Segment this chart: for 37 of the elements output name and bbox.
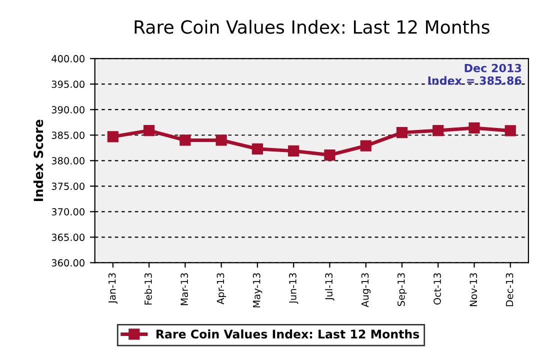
x-tick-label: Jul-13	[325, 273, 334, 301]
x-tick-label: Apr-13	[216, 273, 226, 304]
point	[107, 131, 118, 142]
y-tick-label: 385.00	[52, 132, 84, 139]
y-tick-label: 380.00	[52, 157, 84, 164]
y-tick-label: 375.00	[52, 182, 84, 190]
x-tick-label: Jan-13	[108, 273, 118, 304]
y-tick-label: 400.00	[52, 55, 84, 62]
point	[324, 149, 336, 161]
y-tick-label: 395.00	[52, 80, 84, 88]
x-tick-label: Mar-13	[180, 273, 188, 306]
point	[468, 122, 480, 134]
point	[216, 134, 227, 146]
x-tick-label: Jun-13	[289, 273, 298, 304]
y-tick-label: 360.00	[52, 259, 84, 267]
legend-label: Rare Coin Values Index: Last 12 Months	[156, 329, 420, 339]
y-tick-label: 390.00	[52, 106, 84, 114]
point	[396, 127, 408, 138]
point	[504, 125, 516, 136]
y-axis-title: Index Score	[33, 120, 44, 202]
y-tick-label: 365.00	[52, 234, 84, 242]
x-tick-label: Feb-13	[144, 273, 152, 305]
y-tick-label: 370.00	[52, 208, 84, 216]
x-tick-label: Sep-13	[397, 273, 407, 306]
point	[252, 143, 264, 154]
x-tick-label: Nov-13	[470, 273, 478, 306]
x-tick-label: Aug-13	[361, 273, 371, 308]
point	[432, 124, 444, 136]
point	[180, 134, 191, 146]
annotation: Dec 2013 Index = 385.86	[428, 64, 522, 85]
x-tick-label: Dec-13	[506, 273, 514, 306]
point	[143, 124, 155, 136]
chart-title: Rare Coin Values Index: Last 12 Months	[134, 20, 490, 34]
point	[360, 140, 372, 152]
point	[288, 145, 300, 156]
x-tick-label: Oct-13	[434, 273, 441, 305]
x-tick-label: May-13	[252, 273, 262, 308]
